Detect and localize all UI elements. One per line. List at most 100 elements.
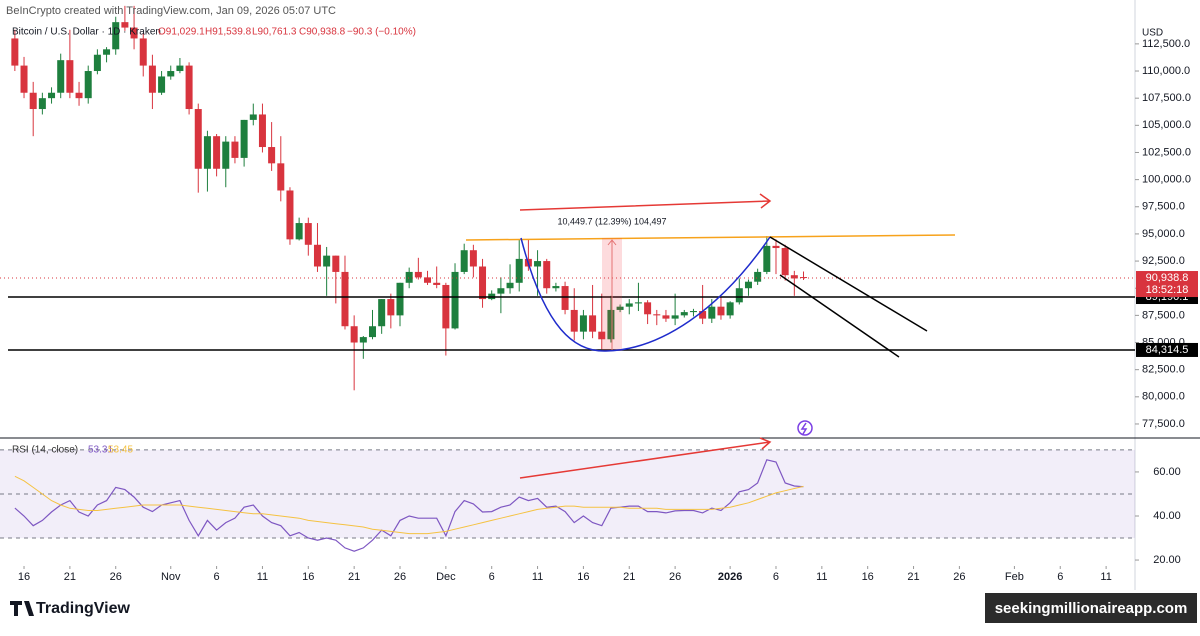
candle-body — [396, 282, 404, 316]
candle-body — [20, 65, 28, 93]
rsi-line — [14, 475, 804, 535]
candle-body — [29, 92, 37, 110]
watermark-box — [985, 593, 1197, 623]
candle-body — [222, 141, 230, 169]
x-tick-label: 26 — [953, 571, 965, 583]
candle-body — [139, 38, 147, 66]
candle-body — [341, 271, 349, 327]
x-tick-label: 11 — [1100, 571, 1111, 583]
x-tick-label: 21 — [623, 571, 635, 583]
candle-body — [634, 302, 642, 304]
candle-body — [368, 326, 376, 338]
candle-body — [744, 281, 752, 289]
candle-body — [286, 190, 294, 240]
x-tick-label: Dec — [436, 571, 456, 583]
event-icon[interactable] — [797, 420, 813, 436]
x-tick-label: 16 — [302, 571, 314, 583]
candle-body — [451, 271, 459, 329]
open-label: O91,029.1 — [158, 27, 205, 38]
candle-body — [543, 261, 551, 289]
countdown-label: 18:52:18 — [1146, 284, 1189, 296]
candle-body — [442, 284, 450, 329]
rsi-ma-last: 53.45 — [108, 445, 133, 456]
candle-body — [414, 271, 422, 278]
candle-body — [323, 255, 331, 267]
candle-body — [295, 223, 303, 240]
candle-body — [75, 92, 83, 99]
x-tick-label: 2026 — [718, 571, 742, 583]
x-tick-label: 11 — [532, 571, 543, 583]
measure-label: 10,449.7 (12.39%) 104,497 — [557, 216, 666, 226]
candle-body — [460, 250, 468, 272]
candle-body — [405, 271, 413, 283]
candle-body — [497, 288, 505, 294]
candle-body — [38, 98, 46, 110]
candle-body — [93, 54, 101, 72]
x-tick-label: 16 — [18, 571, 30, 583]
candle-body — [213, 136, 221, 169]
candle-body — [763, 245, 771, 272]
candle-body — [662, 315, 670, 319]
candle-body — [515, 258, 523, 283]
candle-body — [790, 275, 798, 279]
x-tick-label: 11 — [257, 571, 268, 583]
candle-body — [552, 286, 560, 289]
candle-body — [625, 303, 633, 307]
candle-body — [332, 255, 340, 272]
rsi-last: 53.31 — [88, 445, 113, 456]
x-tick-label: 26 — [110, 571, 122, 583]
candle-body — [589, 315, 597, 332]
candle-body — [561, 286, 569, 310]
candle-body — [506, 282, 514, 289]
candle-body — [607, 309, 615, 340]
candle-body — [735, 288, 743, 303]
candle-body — [680, 312, 688, 316]
brand: TradingView — [36, 600, 131, 617]
currency: USD — [1142, 28, 1163, 39]
measure-arrow — [607, 239, 617, 350]
candle-body — [671, 315, 679, 319]
y-tick-label: 100,000.0 — [1142, 174, 1191, 186]
rsi-arrow — [519, 437, 772, 479]
rsi-line — [14, 459, 804, 552]
candle-body — [689, 311, 697, 313]
y-tick-label: 112,500.0 — [1142, 38, 1190, 50]
x-tick-label: 26 — [669, 571, 681, 583]
candle-body — [717, 306, 725, 316]
last-price-label: 90,938.8 — [1146, 272, 1189, 284]
candle-body — [387, 299, 395, 316]
candle-body — [644, 302, 652, 315]
candle-body — [167, 71, 175, 77]
watermark: seekingmillionaireapp.com — [995, 600, 1188, 617]
x-tick-label: 21 — [64, 571, 76, 583]
y-tick-label: 20.00 — [1153, 554, 1181, 566]
brand-logo — [10, 601, 34, 616]
candle-body — [231, 141, 239, 158]
channel-lines — [769, 236, 928, 358]
level-label: 84,314.5 — [1146, 344, 1189, 356]
y-tick-label: 105,000.0 — [1142, 119, 1191, 131]
candle-body — [112, 22, 120, 50]
x-tick-label: 21 — [348, 571, 360, 583]
cup-curve — [520, 236, 771, 352]
candle-body — [66, 60, 74, 93]
candle-body — [469, 250, 477, 267]
candle-body — [754, 271, 762, 282]
x-tick-label: 21 — [907, 571, 919, 583]
candle-body — [11, 38, 19, 66]
candle-body — [84, 71, 92, 99]
x-tick-label: 11 — [816, 571, 827, 583]
candle-body — [359, 337, 367, 343]
candle-body — [424, 277, 432, 283]
y-tick-label: 107,500.0 — [1142, 92, 1191, 104]
y-tick-label: 40.00 — [1153, 510, 1181, 522]
candle-body — [48, 92, 56, 99]
x-tick-label: 26 — [394, 571, 406, 583]
rsi-title: RSI (14, close) — [12, 445, 78, 456]
candle-body — [598, 331, 606, 340]
candle-body — [772, 245, 780, 249]
low-label: L90,761.3 — [252, 27, 297, 38]
x-tick-label: Nov — [161, 571, 181, 583]
candle-body — [185, 65, 193, 110]
